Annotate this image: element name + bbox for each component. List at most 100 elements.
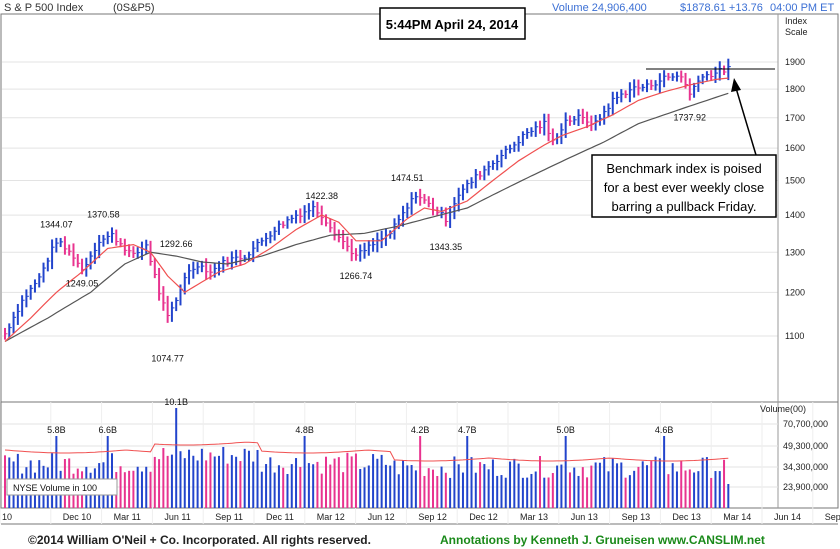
volume-bar	[290, 464, 293, 508]
volume-bar	[329, 464, 332, 508]
volume-bar	[183, 458, 186, 508]
volume-bar	[342, 472, 345, 508]
timestamp-text: 5:44PM April 24, 2014	[386, 17, 519, 32]
volume-bar	[479, 462, 482, 508]
volume-bar	[402, 460, 405, 508]
volume-bar	[491, 459, 494, 508]
volume-bar	[710, 477, 713, 508]
volume-bar	[427, 468, 430, 508]
volume-bar	[295, 458, 298, 508]
volume-bar	[650, 461, 653, 508]
volume-bar	[607, 471, 610, 508]
price-change-readout: $1878.61 +13.76	[680, 2, 763, 14]
volume-bar	[273, 472, 276, 508]
volume-bar	[663, 436, 666, 508]
volume-bar	[586, 477, 589, 508]
volume-bar	[633, 470, 636, 508]
annotation-arrow-line	[735, 87, 757, 156]
volume-bar	[376, 458, 379, 508]
price-annotation-label: 1074.77	[151, 354, 184, 364]
volume-bar	[393, 460, 396, 508]
volume-bar	[419, 436, 422, 508]
volume-bar	[196, 460, 199, 508]
volume-bar	[688, 469, 691, 508]
timestamp-box	[379, 7, 526, 40]
volume-bar	[123, 472, 126, 508]
volume-legend-box	[6, 478, 118, 496]
volume-bar	[235, 456, 238, 508]
volume-bar	[277, 465, 280, 508]
price-tick-label: 1300	[785, 247, 805, 257]
time-readout: 04:00 PM ET	[770, 2, 834, 14]
price-annotation-label: 1292.66	[160, 239, 193, 249]
volume-bar	[179, 451, 182, 508]
price-tick-label: 1200	[785, 287, 805, 297]
volume-bar	[406, 465, 409, 508]
volume-bar	[226, 463, 229, 508]
volume-bar	[354, 453, 357, 508]
date-tick-label: Sep 12	[418, 512, 447, 522]
volume-annotation-label: 5.0B	[556, 425, 575, 435]
volume-bar	[616, 463, 619, 508]
price-tick-label: 1800	[785, 84, 805, 94]
volume-bar	[149, 471, 152, 508]
volume-bar	[286, 473, 289, 508]
volume-bar	[423, 475, 426, 508]
volume-bar	[470, 457, 473, 508]
price-tick-label: 1100	[785, 331, 804, 341]
volume-tick-label: 34,300,000	[783, 462, 828, 472]
volume-bar	[620, 462, 623, 508]
volume-bar	[265, 464, 268, 508]
moving-average-200	[4, 92, 729, 343]
volume-bar	[440, 466, 443, 508]
volume-bar	[350, 456, 353, 508]
volume-tick-label: 49,300,000	[783, 441, 828, 451]
volume-legend: NYSE Volume in 100	[13, 483, 97, 493]
price-tick-label: 1500	[785, 176, 805, 186]
volume-bar	[4, 455, 6, 508]
volume-bar	[727, 484, 730, 508]
volume-bar	[658, 458, 661, 508]
volume-bar	[680, 460, 683, 508]
volume-bar	[714, 471, 717, 508]
volume-bar	[534, 471, 537, 508]
annotation-line-3: barring a pullback Friday.	[612, 199, 757, 214]
volume-bar	[325, 456, 327, 508]
volume-bar	[577, 475, 580, 508]
volume-bar	[372, 454, 375, 508]
price-annotation-label: 1370.58	[87, 210, 120, 220]
price-annotation-label: 1266.74	[340, 271, 373, 281]
date-tick-label: Dec 12	[469, 512, 498, 522]
volume-bar	[718, 471, 721, 508]
volume-bar	[359, 468, 362, 508]
volume-bar	[573, 467, 576, 508]
volume-bar	[697, 471, 700, 508]
volume-bar	[380, 454, 383, 508]
volume-bar	[230, 455, 233, 508]
volume-bar	[624, 477, 627, 508]
volume-annotation-label: 4.2B	[411, 425, 430, 435]
price-axis-title-2: Scale	[785, 27, 808, 37]
price-annotation-label: 1422.38	[305, 191, 338, 201]
volume-bar	[153, 456, 156, 508]
volume-bar	[320, 473, 323, 508]
volume-bar	[239, 461, 242, 508]
volume-bar	[547, 477, 550, 508]
volume-bar	[530, 473, 533, 508]
price-grid: 1100 1200 1300 1400 1500 1600 1700 1800 1900	[2, 14, 805, 508]
volume-bar	[564, 436, 567, 508]
volume-bar	[496, 475, 499, 508]
volume-bar	[132, 470, 135, 508]
date-tick-label: Sep 13	[622, 512, 651, 522]
volume-annotation-label: 6.6B	[98, 425, 117, 435]
index-name: S & P 500 Index	[4, 2, 84, 14]
volume-bar	[312, 464, 315, 508]
volume-axis-title: Volume(00)	[760, 404, 806, 414]
volume-bar	[453, 456, 456, 508]
price-annotation-label: 1249.05	[66, 278, 99, 288]
volume-bar	[504, 477, 507, 508]
volume-bar	[637, 466, 640, 508]
date-tick-label: Mar 14	[723, 512, 751, 522]
volume-bar	[333, 458, 336, 508]
